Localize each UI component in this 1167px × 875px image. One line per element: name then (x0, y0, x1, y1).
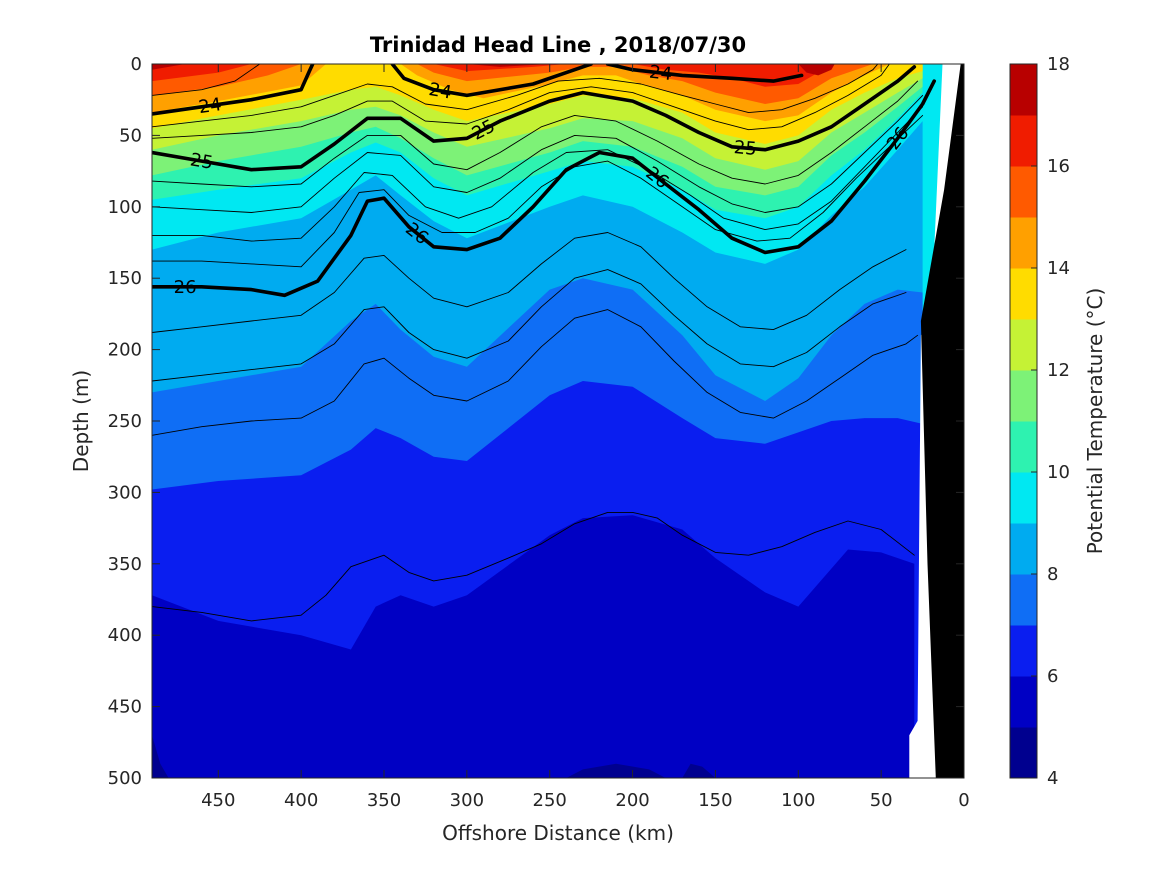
y-tick-label: 450 (108, 697, 142, 718)
colorbar-swatch-16 (1010, 115, 1037, 167)
density-contour-24-1 (390, 64, 593, 98)
density-contour-25-3-8 (152, 80, 919, 188)
colorbar-swatch-8 (1010, 523, 1037, 575)
density-contour-layer (152, 64, 936, 622)
density-contour-24-2 (605, 64, 804, 83)
x-tick-label: 150 (698, 790, 732, 811)
x-tick-label: 100 (781, 790, 815, 811)
y-tick-label: 0 (131, 54, 142, 75)
density-contour-26-4-13 (152, 269, 907, 382)
x-axis-label: Offshore Distance (km) (442, 821, 674, 845)
temperature-fill-layer (152, 64, 964, 778)
colorbar-swatch-15 (1010, 166, 1037, 218)
y-tick-label: 500 (108, 768, 142, 789)
y-tick-label: 350 (108, 554, 142, 575)
x-tick-label: 400 (284, 790, 318, 811)
x-tick-label: 200 (615, 790, 649, 811)
contour-label-group-1: 24 (427, 79, 453, 104)
colorbar-swatch-9 (1010, 472, 1037, 524)
contour-label-25: 25 (189, 149, 215, 174)
contour-label-24: 24 (427, 79, 453, 104)
density-contour-23-5-5 (152, 64, 261, 96)
colorbar-tick-label: 16 (1047, 156, 1070, 177)
bathymetry-layer (909, 64, 964, 778)
density-contour-24-3-6 (152, 64, 879, 128)
colorbar-swatch-14 (1010, 217, 1037, 269)
y-tick-label: 400 (108, 625, 142, 646)
fill-band-4-5 (152, 735, 169, 778)
fill-band-17 (152, 64, 835, 76)
density-contour-26-4 (152, 79, 936, 298)
density-contour-26-2-12 (152, 232, 907, 333)
colorbar-tick-label: 10 (1047, 462, 1070, 483)
colorbar-swatch-5 (1010, 676, 1037, 728)
colorbar-tick-label: 12 (1047, 360, 1070, 381)
colorbar-label: Potential Temperature (°C) (1083, 288, 1107, 555)
colorbar-tick-label: 14 (1047, 258, 1070, 279)
colorbar-tick-label: 8 (1047, 564, 1058, 585)
density-contour-25-9-11 (152, 114, 924, 268)
contour-label-group-6: 26 (174, 277, 197, 298)
y-tick-label: 100 (108, 197, 142, 218)
chart-title: Trinidad Head Line , 2018/07/30 (370, 33, 746, 57)
density-contour-25-7-10 (152, 106, 924, 242)
colorbar-tick-label: 18 (1047, 54, 1070, 75)
colorbar (1009, 63, 1038, 779)
y-tick-label: 50 (119, 125, 142, 146)
x-tick-label: 250 (533, 790, 567, 811)
contour-label-24: 24 (197, 94, 223, 118)
colorbar-swatch-6 (1010, 625, 1037, 677)
contour-label-group-5: 25 (733, 137, 758, 160)
seafloor-bathymetry (920, 64, 964, 778)
colorbar-tick-label: 4 (1047, 768, 1058, 789)
density-contour-24-6-7 (152, 64, 890, 139)
y-axis-label: Depth (m) (69, 370, 93, 472)
x-tick-label: 350 (367, 790, 401, 811)
y-tick-label: 200 (108, 340, 142, 361)
colorbar-swatch-4 (1010, 727, 1037, 779)
x-tick-label: 0 (958, 790, 969, 811)
fill-band-4-6 (682, 763, 716, 778)
colorbar-swatch-11 (1010, 370, 1037, 422)
x-tick-label: 450 (201, 790, 235, 811)
colorbar-swatch-17 (1010, 64, 1037, 116)
fill-band-5-3 (152, 515, 915, 778)
y-tick-label: 300 (108, 482, 142, 503)
x-tick-label: 50 (870, 790, 893, 811)
colorbar-frame (1009, 63, 1038, 779)
density-contour-24-0 (152, 64, 315, 116)
x-axis-ticks: 450 400 350 300 250 200 150 100 50 0 (201, 64, 970, 811)
contour-label-26: 26 (174, 277, 197, 298)
colorbar-swatch-7 (1010, 574, 1037, 626)
density-contour-26-6-14 (152, 309, 919, 436)
colorbar-swatch-13 (1010, 268, 1037, 320)
colorbar-tick-label: 6 (1047, 666, 1058, 687)
contour-label-group-2: 24 (648, 62, 673, 85)
y-tick-label: 250 (108, 411, 142, 432)
contour-label-group-0: 24 (197, 94, 223, 118)
x-tick-label: 300 (450, 790, 484, 811)
contour-label-25: 25 (733, 137, 758, 160)
fill-band-4-4 (566, 763, 666, 778)
density-contour-26-8-15 (152, 511, 915, 622)
density-contour-25-5-9 (152, 94, 924, 213)
colorbar-swatch-12 (1010, 319, 1037, 371)
fill-band-15 (152, 64, 873, 104)
colorbar-swatch-10 (1010, 421, 1037, 473)
contour-label-group-3: 25 (189, 149, 215, 174)
colorbar-ticks: 4 6 8 10 12 14 16 18 (1031, 54, 1070, 789)
fill-band-16 (152, 64, 832, 87)
density-contour-25-3 (152, 65, 917, 172)
contour-label-24: 24 (648, 62, 673, 85)
plot-area (152, 64, 964, 778)
y-tick-label: 150 (108, 268, 142, 289)
y-axis-ticks: 0 50 100 150 200 250 300 350 400 450 500 (108, 54, 964, 789)
